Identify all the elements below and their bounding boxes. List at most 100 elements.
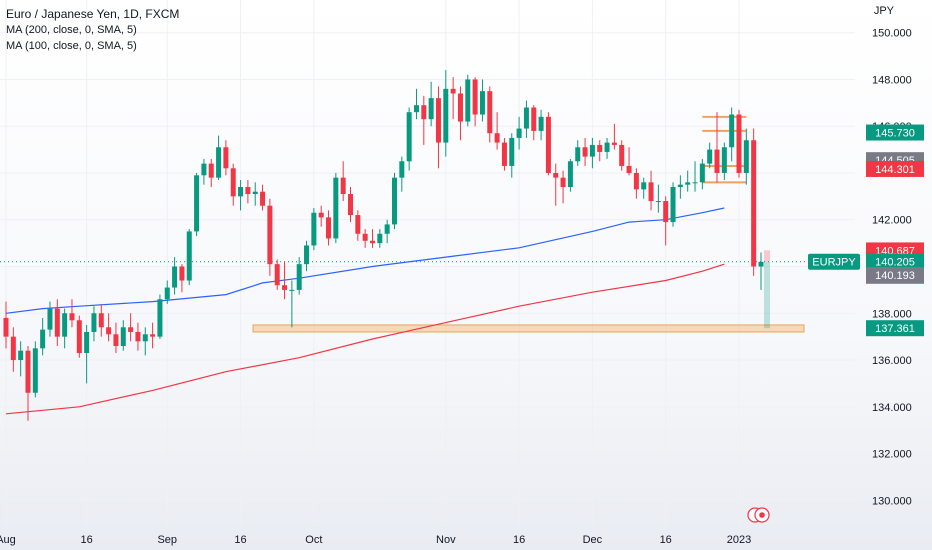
candle-body — [589, 144, 595, 157]
candle — [318, 205, 324, 227]
candle-body — [406, 112, 412, 162]
y-tick-label: 148.000 — [872, 74, 912, 86]
candle-body — [194, 175, 200, 232]
candle-body — [479, 91, 485, 115]
candle — [523, 100, 529, 138]
price-label: 137.361 — [866, 320, 924, 337]
candle-body — [128, 327, 134, 332]
ma100-line — [5, 207, 725, 314]
candle — [421, 95, 427, 145]
candle — [355, 210, 361, 241]
chart-legend: Euro / Japanese Yen, 1D, FXCM MA (200, c… — [6, 6, 179, 54]
candle — [465, 74, 471, 127]
candle-body — [538, 116, 544, 131]
ma100-legend[interactable]: MA (100, close, 0, SMA, 5) — [6, 40, 137, 52]
candle-body — [3, 317, 9, 337]
candle-body — [98, 313, 104, 328]
candle-body — [164, 287, 170, 300]
candle-body — [172, 266, 178, 288]
candle — [223, 140, 229, 176]
candle — [164, 280, 170, 304]
candle — [128, 313, 134, 342]
candle-body — [743, 140, 749, 173]
candle — [399, 156, 405, 192]
candle — [91, 306, 97, 342]
candle-body — [648, 182, 654, 202]
candle — [370, 229, 375, 248]
x-tick-label: 2023 — [727, 534, 751, 546]
candle-body — [758, 261, 764, 267]
candle — [267, 198, 273, 276]
candle — [186, 229, 192, 286]
event-icon[interactable] — [747, 507, 770, 523]
candle — [157, 294, 163, 339]
candle — [487, 86, 493, 143]
candle-body — [641, 182, 647, 190]
currency-label: JPY — [873, 5, 894, 17]
price-tag-bg — [866, 160, 924, 177]
ma200-line — [5, 263, 725, 415]
candle — [567, 158, 573, 192]
candle-body — [428, 98, 434, 120]
candle — [40, 317, 46, 356]
candle-body — [692, 182, 698, 184]
y-tick-label: 136.000 — [872, 355, 912, 367]
candle — [304, 240, 310, 272]
candle — [729, 107, 735, 162]
candle-body — [699, 163, 705, 183]
candle — [531, 105, 537, 141]
candle-body — [120, 327, 126, 346]
x-tick-label: Aug — [0, 534, 16, 546]
candle-body — [113, 334, 119, 346]
candle — [457, 86, 463, 141]
candle-body — [10, 336, 16, 361]
symbol-tag: EURJPY — [812, 257, 856, 269]
candle — [406, 107, 412, 171]
candle — [479, 79, 485, 122]
candle-body — [413, 105, 419, 113]
candle-body — [736, 114, 742, 173]
candle-body — [311, 212, 317, 246]
candle — [685, 170, 691, 192]
price-tag-text: 140.193 — [875, 270, 915, 282]
x-tick-label: 16 — [234, 534, 246, 546]
candle — [670, 182, 676, 227]
candle-body — [289, 289, 295, 291]
candle-body — [282, 285, 288, 290]
candle-body — [707, 149, 713, 164]
candle — [54, 299, 60, 346]
candle-body — [663, 201, 669, 223]
candle — [326, 210, 332, 246]
candle — [575, 140, 581, 166]
candle-body — [54, 308, 60, 337]
candle — [172, 257, 178, 295]
x-tick-label: 16 — [81, 534, 93, 546]
candle-body — [494, 133, 500, 143]
candle-body — [179, 266, 185, 281]
candle — [274, 259, 280, 290]
candle — [135, 322, 141, 351]
candle — [721, 142, 727, 180]
candle-body — [553, 172, 559, 178]
candle-body — [69, 313, 75, 321]
candle — [560, 170, 566, 204]
candle — [377, 229, 383, 248]
candle — [391, 172, 397, 230]
symbol-title[interactable]: Euro / Japanese Yen, 1D, FXCM — [6, 7, 180, 21]
candle-body — [150, 334, 156, 337]
candle — [472, 77, 478, 127]
candle-body — [76, 320, 82, 354]
price-tag-bg — [866, 320, 924, 337]
candle — [553, 163, 559, 206]
candle — [76, 315, 82, 358]
candle — [179, 264, 185, 293]
candle-body — [318, 212, 324, 218]
candle-body — [348, 194, 354, 216]
price-tag-text: 144.301 — [875, 164, 915, 176]
candle — [25, 345, 31, 421]
ma200-legend[interactable]: MA (200, close, 0, SMA, 5) — [6, 24, 137, 36]
candle-body — [560, 177, 566, 188]
candle — [142, 327, 148, 356]
